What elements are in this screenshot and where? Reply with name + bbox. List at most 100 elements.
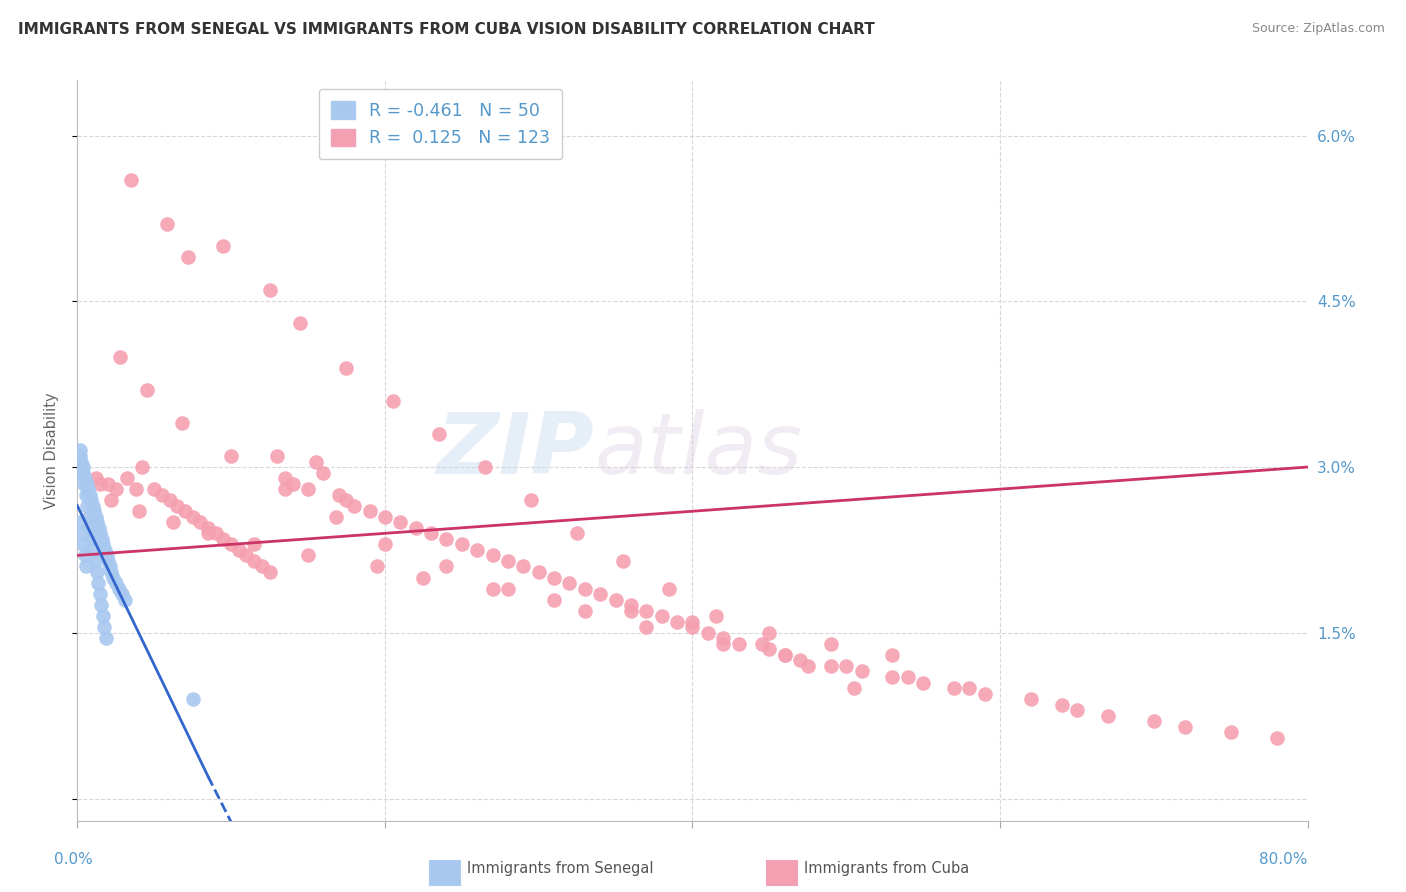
Point — [72, 460, 94, 475]
Point — [82, 542, 104, 557]
Point — [135, 383, 157, 397]
Point — [620, 598, 643, 612]
Point — [882, 648, 904, 662]
Point — [558, 576, 581, 591]
Point — [658, 582, 681, 596]
Text: Source: ZipAtlas.com: Source: ZipAtlas.com — [1251, 22, 1385, 36]
Point — [973, 687, 995, 701]
Point — [77, 482, 100, 496]
Point — [274, 471, 297, 485]
Point — [80, 493, 103, 508]
Point — [228, 542, 250, 557]
Point — [574, 582, 596, 596]
Point — [166, 499, 188, 513]
Point — [305, 454, 328, 468]
Point — [565, 526, 588, 541]
Point — [696, 625, 718, 640]
Point — [412, 570, 434, 584]
Point — [90, 532, 114, 546]
Point — [274, 482, 297, 496]
Point — [259, 283, 281, 297]
Point — [73, 549, 96, 563]
Point — [108, 582, 131, 596]
Point — [72, 537, 94, 551]
Text: ZIP: ZIP — [436, 409, 595, 492]
Point — [150, 488, 173, 502]
Point — [104, 482, 127, 496]
Point — [212, 239, 235, 253]
Point — [170, 416, 193, 430]
Point — [820, 637, 842, 651]
Point — [111, 587, 134, 601]
Point — [90, 598, 112, 612]
Point — [94, 632, 117, 646]
Point — [73, 476, 96, 491]
Text: 0.0%: 0.0% — [55, 852, 93, 867]
Point — [131, 460, 153, 475]
Point — [682, 615, 704, 629]
Point — [325, 509, 347, 524]
Point — [197, 521, 219, 535]
Point — [527, 565, 550, 579]
Point — [297, 482, 319, 496]
Point — [91, 609, 114, 624]
Point — [70, 454, 93, 468]
Point — [181, 692, 204, 706]
Point — [374, 537, 396, 551]
Point — [651, 609, 673, 624]
Point — [589, 587, 612, 601]
Point — [359, 504, 381, 518]
Point — [574, 604, 596, 618]
Point — [496, 554, 519, 568]
Point — [128, 504, 150, 518]
Point — [496, 582, 519, 596]
Text: atlas: atlas — [595, 409, 801, 492]
Point — [942, 681, 965, 695]
Point — [381, 393, 404, 408]
Point — [436, 532, 458, 546]
Point — [711, 637, 734, 651]
Point — [84, 509, 107, 524]
Point — [1066, 703, 1088, 717]
Point — [69, 443, 91, 458]
Point — [1265, 731, 1288, 745]
Point — [543, 592, 565, 607]
Point — [93, 620, 115, 634]
Text: IMMIGRANTS FROM SENEGAL VS IMMIGRANTS FROM CUBA VISION DISABILITY CORRELATION CH: IMMIGRANTS FROM SENEGAL VS IMMIGRANTS FR… — [18, 22, 875, 37]
Point — [197, 526, 219, 541]
Point — [101, 570, 124, 584]
Point — [93, 537, 115, 551]
Point — [79, 521, 101, 535]
Point — [636, 620, 658, 634]
Point — [436, 559, 458, 574]
Point — [243, 537, 266, 551]
Point — [758, 642, 780, 657]
Point — [481, 582, 503, 596]
Point — [835, 659, 858, 673]
Point — [86, 565, 108, 579]
Point — [335, 360, 357, 375]
Point — [957, 681, 980, 695]
Text: 80.0%: 80.0% — [1260, 852, 1308, 867]
Point — [773, 648, 796, 662]
Point — [110, 350, 132, 364]
Point — [100, 565, 122, 579]
Text: Immigrants from Cuba: Immigrants from Cuba — [804, 861, 970, 876]
Point — [1143, 714, 1166, 729]
Point — [89, 476, 111, 491]
Point — [89, 587, 111, 601]
Point — [851, 665, 873, 679]
Point — [420, 526, 443, 541]
Point — [612, 554, 634, 568]
Point — [120, 172, 142, 186]
Point — [465, 542, 488, 557]
Point — [620, 604, 643, 618]
Point — [389, 516, 412, 530]
Point — [297, 549, 319, 563]
Point — [281, 476, 304, 491]
Point — [162, 516, 184, 530]
Point — [87, 521, 110, 535]
Point — [97, 554, 120, 568]
Point — [77, 509, 100, 524]
Point — [97, 476, 120, 491]
